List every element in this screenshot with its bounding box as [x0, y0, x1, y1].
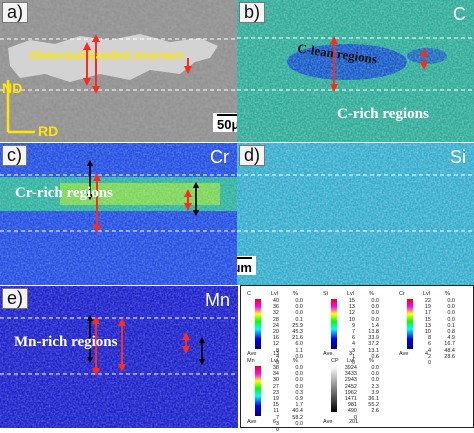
legend-cp: CP Lvl % 3924 3433 2943 2452 1962 1471 9… — [323, 358, 385, 428]
scale-bar: 50μm — [237, 256, 256, 275]
legend-pct-header: % — [445, 291, 450, 297]
legend-color-bar — [331, 299, 337, 349]
legend-pct-header: % — [369, 291, 374, 297]
legend-element-name: Cr — [399, 291, 405, 297]
legend-lvl-header: Lvl — [271, 358, 279, 364]
legend-values: 0.0 0.0 0.0 2.3 3.9 36.1 55.2 2.6 — [368, 365, 379, 415]
panel-a-sem-image: a) Abnormal banded structure ND RD 50μm — [0, 0, 237, 142]
legend-ave-value: 13 — [273, 351, 280, 357]
panel-c-cr-map: c) Cr Cr-rich regions — [0, 143, 237, 285]
legend-ave-label: Ave — [323, 351, 333, 357]
legend-ave-label: Ave — [399, 351, 409, 357]
color-scale-legend: C Lvl % 40 36 32 28 24 20 16 12 8 4 0 0.… — [240, 285, 474, 433]
panel-label: a) — [2, 2, 29, 23]
legend-mn: Mn Lvl % 38 34 30 27 23 19 15 11 7 3 0 0… — [247, 358, 309, 433]
si-element-map — [237, 143, 474, 285]
panel-label: d) — [239, 145, 266, 166]
rd-axis-label: RD — [38, 123, 59, 139]
legend-levels: 3924 3433 2943 2452 1962 1471 981 490 0 — [344, 365, 357, 421]
legend-element-name: Mn — [247, 358, 255, 364]
panel-label: e) — [2, 288, 29, 309]
legend-levels: 38 34 30 27 23 19 15 11 7 3 0 — [272, 365, 279, 433]
cr-rich-label: Cr-rich regions — [15, 185, 113, 201]
legend-pct-header: % — [293, 291, 298, 297]
scale-bar-label: 50μm — [217, 117, 237, 132]
legend-element-name: Si — [323, 291, 328, 297]
abnormal-structure-label: Abnormal banded structure — [28, 47, 184, 62]
legend-c: C Lvl % 40 36 32 28 24 20 16 12 8 4 0 0.… — [247, 291, 309, 366]
legend-lvl-header: Lvl — [423, 291, 431, 297]
legend-color-bar — [255, 299, 261, 349]
c-rich-label: C-rich regions — [337, 106, 429, 122]
legend-element-name: C — [247, 291, 251, 297]
mn-element-map — [0, 286, 238, 428]
legend-lvl-header: Lvl — [271, 291, 279, 297]
legend-levels: 22 19 17 15 13 10 8 6 4 2 0 — [424, 298, 431, 367]
legend-gray-bar — [331, 366, 337, 412]
legend-levels: 40 36 32 28 24 20 16 12 8 4 0 — [272, 298, 279, 367]
scale-bar-line — [217, 114, 237, 116]
panel-e-mn-map: e) Mn Mn-rich regions — [0, 286, 238, 428]
panel-label: c) — [2, 145, 27, 166]
legend-lvl-header: Lvl — [347, 291, 355, 297]
legend-levels: 15 13 12 10 9 7 6 4 3 1 0 — [348, 298, 355, 367]
legend-color-bar — [407, 299, 413, 349]
panel-label: b) — [239, 2, 266, 23]
scale-bar-line — [237, 257, 252, 259]
legend-ave-value: 4 — [425, 351, 429, 357]
mn-rich-label: Mn-rich regions — [14, 334, 118, 350]
legend-pct-header: % — [293, 358, 298, 364]
legend-values: 0.0 0.0 0.0 0.0 0.1 0.8 4.9 16.7 48.4 28… — [444, 298, 455, 360]
legend-ave-label: Ave — [323, 419, 333, 425]
legend-pct-header: % — [369, 358, 374, 364]
legend-si: Si Lvl % 15 13 12 10 9 7 6 4 3 1 0 0.0 0… — [323, 291, 385, 366]
legend-values: 0.0 0.0 0.0 0.0 1.4 13.8 33.9 37.2 13.1 … — [368, 298, 379, 360]
sem-micrograph — [0, 0, 237, 142]
panel-d-si-map: d) Si 50μm — [237, 143, 474, 285]
legend-ave-value: 6 — [273, 419, 277, 425]
legend-cr: Cr Lvl % 22 19 17 15 13 10 8 6 4 2 0 0.0… — [399, 291, 461, 366]
element-label: Si — [449, 147, 466, 167]
element-label: Mn — [204, 290, 230, 310]
legend-ave-label: Ave — [247, 351, 257, 357]
element-label: C — [453, 4, 466, 24]
c-element-map — [237, 0, 474, 142]
banded-structure-region — [8, 34, 218, 82]
legend-values: 0.0 0.0 0.0 0.0 0.3 0.9 1.7 40.4 58.2 0.… — [292, 365, 303, 427]
legend-ave-value: 3 — [349, 351, 353, 357]
legend-element-name: CP — [331, 358, 339, 364]
legend-values: 0.0 0.0 0.0 0.1 25.9 45.3 21.6 6.0 1.1 0… — [292, 298, 303, 360]
legend-ave-value: 201 — [349, 419, 359, 425]
nd-axis-label: ND — [2, 80, 23, 96]
scale-bar: 50μm — [213, 113, 237, 132]
legend-ave-label: Ave — [247, 419, 257, 425]
legend-color-bar — [255, 366, 261, 416]
scale-bar-label: 50μm — [237, 260, 252, 275]
panel-b-c-map: b) C C-lean regions C-rich regions — [237, 0, 474, 142]
legend-lvl-header: Lvl — [347, 358, 355, 364]
cr-element-map — [0, 143, 237, 285]
element-label: Cr — [210, 147, 229, 167]
